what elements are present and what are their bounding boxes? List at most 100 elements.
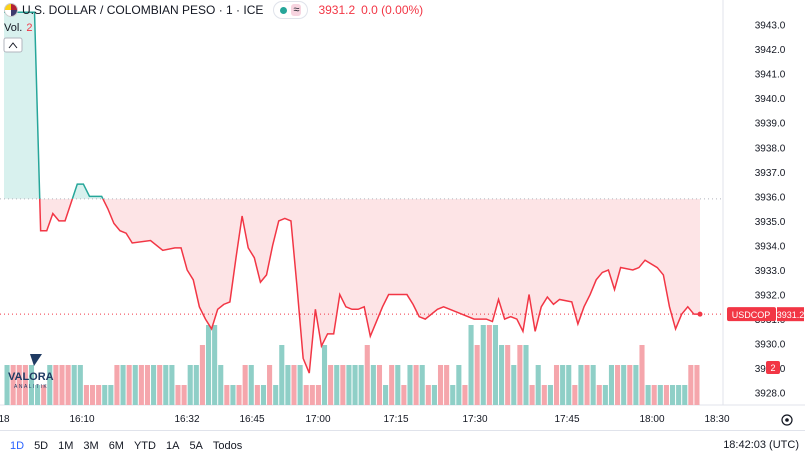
- collapse-button[interactable]: [3, 37, 23, 53]
- volume-indicator-legend[interactable]: Vol. 2: [4, 22, 32, 34]
- volume-bar: [553, 365, 560, 405]
- y-tick-label: 3941.0: [755, 70, 786, 81]
- volume-bar: [47, 365, 53, 405]
- volume-bar: [89, 385, 96, 405]
- valora-logo: VALORA ANALITIK: [8, 354, 54, 390]
- x-tick-label: 18: [0, 414, 10, 425]
- volume-bar: [65, 365, 71, 405]
- volume-bar: [462, 385, 468, 405]
- volume-bar: [102, 385, 108, 405]
- volume-bar: [541, 385, 547, 405]
- last-price: 3931.2: [318, 3, 356, 17]
- volume-bar: [431, 385, 437, 405]
- volume-bar: [492, 325, 499, 405]
- volume-bar: [151, 365, 157, 405]
- last-price-dot: [697, 311, 703, 317]
- market-status-pill[interactable]: ≈: [273, 1, 309, 19]
- volume-bar: [511, 365, 517, 405]
- x-tick-label: 16:10: [69, 414, 94, 425]
- gear-icon[interactable]: [781, 414, 793, 426]
- y-tick-label: 3935.0: [755, 217, 786, 228]
- volume-bar: [267, 365, 273, 405]
- range-button-3m[interactable]: 3M: [83, 440, 99, 452]
- volume-bar: [578, 365, 584, 405]
- volume-bar: [566, 365, 572, 405]
- range-button-todos[interactable]: Todos: [212, 440, 243, 452]
- volume-bar: [437, 365, 444, 405]
- volume-bar: [193, 365, 199, 405]
- volume-bar: [328, 365, 334, 405]
- volume-bar: [16, 365, 22, 405]
- volume-bar: [260, 385, 267, 405]
- gear-icon-center: [785, 418, 789, 422]
- volume-bar: [444, 365, 450, 405]
- volume-bar: [28, 365, 35, 405]
- volume-bar: [590, 365, 596, 405]
- volume-bar: [523, 345, 529, 405]
- volume-bar: [132, 365, 138, 405]
- x-tick-label: 18:30: [704, 414, 729, 425]
- last-price-tag: [777, 307, 804, 322]
- price-change: 0.0 (0.00%): [361, 3, 424, 17]
- volume-bar: [499, 345, 505, 405]
- range-button-5a[interactable]: 5A: [189, 440, 203, 452]
- volume-bar: [395, 365, 401, 405]
- range-button-5d[interactable]: 5D: [34, 440, 49, 452]
- x-tick-label: 17:45: [554, 414, 579, 425]
- volume-bar: [615, 365, 621, 405]
- range-button-1d[interactable]: 1D: [10, 440, 25, 452]
- volume-bar: [486, 325, 492, 405]
- volume-bar: [389, 365, 395, 405]
- volume-bar: [346, 365, 352, 405]
- y-tick-label: 3933.0: [755, 266, 786, 277]
- volume-bar: [560, 365, 566, 405]
- volume-bar: [419, 365, 425, 405]
- y-tick-label: 3940.0: [755, 94, 786, 105]
- range-button-6m[interactable]: 6M: [108, 440, 124, 452]
- clock[interactable]: 18:42:03 (UTC): [723, 439, 799, 451]
- range-button-1m[interactable]: 1M: [58, 440, 74, 452]
- volume-bar: [144, 365, 151, 405]
- volume-bar: [370, 365, 376, 405]
- volume-bar: [676, 385, 682, 405]
- y-tick-label: 3934.0: [755, 241, 786, 252]
- volume-bar: [608, 365, 615, 405]
- volume-bar: [218, 365, 224, 405]
- volume-bar: [315, 385, 321, 405]
- range-button-1a[interactable]: 1A: [165, 440, 180, 452]
- volume-bar: [35, 385, 41, 405]
- volume-bar: [627, 365, 633, 405]
- volume-bar: [340, 365, 346, 405]
- volume-bar: [450, 385, 456, 405]
- volume-bar: [645, 385, 651, 405]
- price-chart[interactable]: 3928.03929.03930.03931.03932.03933.03934…: [0, 0, 805, 430]
- volume-bar: [205, 325, 212, 405]
- volume-bar: [187, 365, 193, 405]
- volume-bar: [682, 385, 688, 405]
- volume-bar: [285, 365, 291, 405]
- volume-value: 2: [26, 22, 33, 34]
- volume-bar: [71, 365, 77, 405]
- volume-bar: [59, 365, 65, 405]
- volume-bar: [535, 365, 541, 405]
- svg-text:VALORA: VALORA: [8, 371, 54, 383]
- volume-bar: [517, 345, 523, 405]
- volume-bar: [22, 365, 28, 405]
- volume-bar: [425, 385, 431, 405]
- volume-bar: [694, 365, 700, 405]
- x-tick-label: 17:00: [305, 414, 330, 425]
- price-area-down: [39, 198, 700, 374]
- volume-bar: [4, 365, 10, 405]
- volume-bar: [181, 385, 187, 405]
- volume-bar: [41, 385, 47, 405]
- y-tick-label: 3936.0: [755, 192, 786, 203]
- volume-bar: [413, 365, 419, 405]
- volume-bar: [321, 345, 328, 405]
- volume-label: Vol.: [4, 22, 23, 34]
- volume-bar: [358, 365, 364, 405]
- y-tick-label: 3939.0: [755, 119, 786, 130]
- range-button-ytd[interactable]: YTD: [133, 440, 156, 452]
- x-tick-label: 18:00: [639, 414, 664, 425]
- volume-bar: [83, 385, 89, 405]
- symbol-title[interactable]: U.S. DOLLAR / COLOMBIAN PESO · 1 · ICE: [22, 3, 264, 17]
